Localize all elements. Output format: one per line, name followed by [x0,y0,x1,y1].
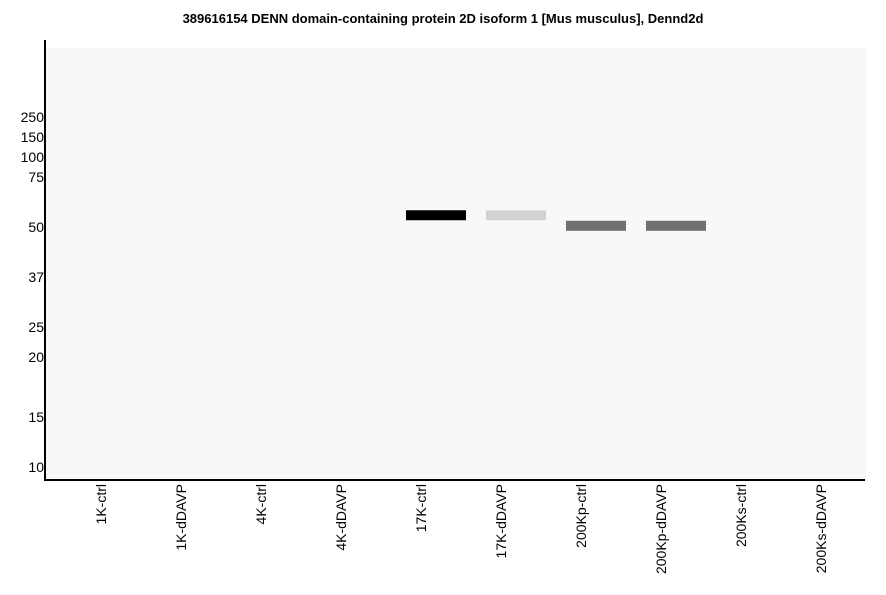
lane-label: 17K-dDAVP [493,484,509,558]
chart-title: 389616154 DENN domain-containing protein… [182,11,704,26]
lane-label: 4K-ctrl [253,484,269,524]
lane-label: 200Kp-dDAVP [653,484,669,574]
lane-label: 4K-dDAVP [333,484,349,551]
protein-band [646,220,706,231]
y-tick-label: 50 [28,219,44,235]
y-tick-label: 250 [21,109,45,125]
y-tick-label: 100 [21,149,45,165]
y-tick-label: 10 [28,459,44,475]
y-tick-label: 75 [28,169,44,185]
y-tick-label: 150 [21,129,45,145]
protein-band [406,210,466,221]
lane-label: 200Ks-ctrl [733,484,749,547]
plot-background [46,48,866,480]
y-tick-label: 37 [28,269,44,285]
lane-label: 1K-ctrl [93,484,109,524]
protein-band [566,220,626,231]
y-tick-label: 20 [28,349,44,365]
y-tick-label: 15 [28,409,44,425]
lane-label: 1K-dDAVP [173,484,189,551]
lane-label: 17K-ctrl [413,484,429,532]
lane-label: 200Kp-ctrl [573,484,589,548]
protein-band [486,210,546,221]
y-tick-label: 25 [28,319,44,335]
lane-label: 200Ks-dDAVP [813,484,829,573]
